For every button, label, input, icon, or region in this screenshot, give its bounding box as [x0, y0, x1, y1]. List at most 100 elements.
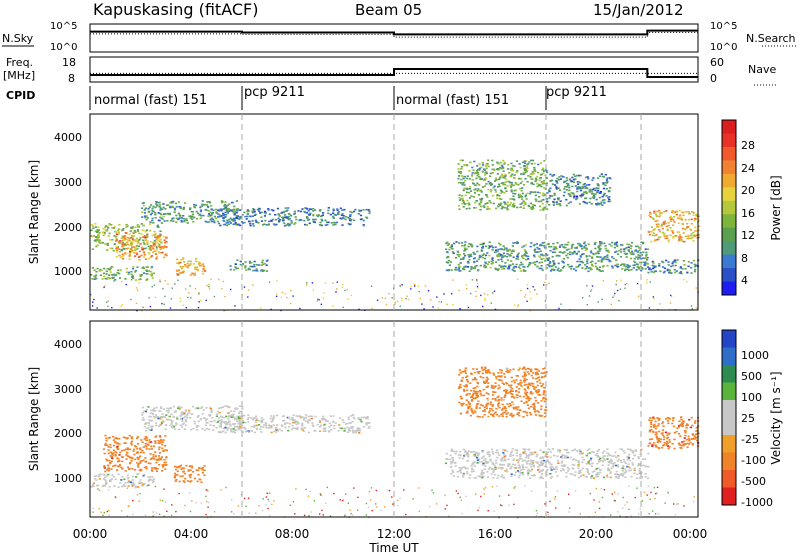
velocity-cell: [469, 474, 472, 476]
velocity-cell: [288, 426, 291, 428]
velocity-cell: [532, 404, 536, 406]
power-cell: [143, 208, 147, 211]
power-cell: [110, 224, 113, 226]
power-cell: [153, 245, 156, 247]
power-cell: [583, 185, 586, 188]
power-cell: [468, 254, 471, 257]
power-cell: [514, 241, 517, 244]
power-cell: [693, 234, 696, 236]
velocity-cell: [464, 372, 467, 375]
velocity-cell: [462, 448, 465, 451]
power-cell: [538, 192, 542, 194]
power-cell: [591, 260, 594, 263]
power-cell: [179, 266, 182, 268]
velocity-cell: [518, 471, 521, 473]
velocity-cell: [505, 450, 508, 452]
power-cell: [462, 206, 465, 208]
power-cell: [477, 188, 480, 190]
power-cell: [149, 256, 153, 258]
velocity-cell: [491, 398, 494, 400]
velocity-cell: [291, 417, 294, 420]
velocity-cell: [616, 465, 620, 468]
power-cell: [473, 267, 476, 269]
power-cell: [649, 233, 652, 236]
power-cell: [303, 219, 306, 222]
power-cell: [682, 232, 685, 234]
cpid-panel: CPID normal (fast) 151 pcp 9211 normal (…: [6, 85, 607, 110]
power-cell: [523, 165, 526, 167]
velocity-cell: [452, 460, 455, 462]
power-cell: [128, 244, 131, 246]
velocity-cell: [141, 406, 144, 409]
velocity-cell: [107, 464, 110, 467]
power-cell: [262, 224, 265, 226]
power-cell: [216, 220, 219, 223]
velocity-cell: [264, 423, 268, 425]
velocity-cell: [496, 449, 499, 451]
power-cell: [646, 263, 649, 265]
power-cell: [265, 264, 268, 266]
velocity-cell: [536, 454, 539, 456]
power-cell: [564, 186, 567, 188]
power-cell: [463, 203, 466, 205]
power-cell: [506, 208, 509, 211]
power-cell: [303, 210, 306, 213]
power-cell: [518, 187, 522, 190]
power-cell: [568, 189, 571, 192]
power-cell: [341, 286, 344, 289]
velocity-cell: [622, 459, 625, 461]
power-cell: [468, 187, 471, 190]
power-cell: [595, 203, 598, 205]
power-cell: [95, 231, 99, 233]
velocity-cell: [225, 421, 228, 423]
power-cell: [484, 262, 488, 264]
power-cell: [253, 211, 256, 213]
power-cell: [533, 254, 536, 256]
velocity-cell: [528, 454, 531, 456]
power-cell: [93, 278, 96, 280]
power-cell: [468, 258, 471, 261]
power-cell: [474, 188, 477, 190]
power-cell: [644, 248, 647, 250]
power-cell: [494, 251, 497, 254]
velocity-cell: [564, 455, 567, 458]
power-cell: [491, 159, 494, 162]
velocity-cell: [517, 369, 520, 371]
power-cell: [230, 209, 233, 212]
velocity-cell: [182, 413, 185, 416]
velocity-cell: [337, 429, 340, 432]
power-cell: [159, 279, 161, 281]
velocity-cell: [307, 418, 310, 421]
power-cell: [686, 271, 689, 274]
velocity-cell: [310, 417, 313, 420]
power-cell: [447, 256, 450, 258]
power-cell: [458, 242, 461, 244]
power-cell: [517, 183, 520, 186]
velocity-cell: [240, 429, 243, 432]
power-cell: [546, 192, 549, 194]
power-cell: [596, 268, 599, 271]
power-cell: [539, 244, 542, 246]
velocity-cell: [141, 412, 144, 414]
velocity-cell: [483, 380, 486, 383]
velocity-cell: [628, 453, 631, 456]
power-cell: [153, 284, 155, 286]
velocity-cell: [178, 407, 181, 410]
power-cell: [523, 160, 526, 163]
velocity-cell: [182, 423, 185, 426]
power-cell: [410, 285, 412, 288]
power-cell: [134, 269, 138, 272]
power-cell: [165, 252, 168, 255]
power-cell: [589, 250, 593, 252]
power-cell: [334, 223, 337, 226]
power-cell: [581, 187, 584, 190]
velocity-cell: [541, 464, 544, 467]
power-cell: [646, 256, 649, 259]
power-cell: [113, 273, 116, 276]
power-cell: [502, 159, 505, 162]
power-cell: [438, 301, 440, 303]
power-cell: [534, 194, 537, 197]
velocity-cell: [209, 424, 212, 426]
velocity-cell: [577, 460, 580, 462]
velocity-cell: [274, 426, 277, 429]
